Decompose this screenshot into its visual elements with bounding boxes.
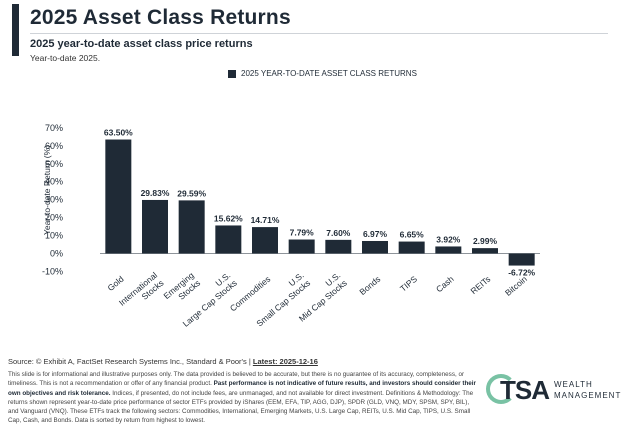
y-tick-label: 10%	[45, 231, 63, 241]
chart-subtitle: 2025 year-to-date asset class price retu…	[30, 38, 253, 50]
x-category-label: REITs	[468, 274, 492, 296]
bar-value-label: 2.99%	[473, 236, 498, 246]
legend-swatch	[228, 69, 236, 78]
x-category-label: Commodities	[228, 274, 272, 314]
bar-value-label: 29.59%	[177, 188, 206, 198]
chart-legend: 2025 YEAR-TO-DATE ASSET CLASS RETURNS	[228, 69, 417, 78]
bar	[362, 240, 388, 254]
y-axis-label: Year-to-date Return (%)	[42, 145, 52, 235]
y-tick-label: 50%	[45, 159, 63, 169]
bar-value-label: 15.62%	[214, 213, 243, 223]
x-category-label: Cash	[434, 274, 456, 295]
chart-description: Year-to-date 2025.	[30, 53, 101, 63]
bar-value-label: 6.65%	[400, 230, 425, 240]
y-tick-label: 60%	[45, 141, 63, 151]
bar-value-label: 63.50%	[104, 128, 133, 138]
tsa-logo: TSA WEALTH MANAGEMENT	[486, 372, 620, 416]
bar-value-label: 6.97%	[363, 229, 388, 239]
bar	[252, 227, 278, 254]
bar-value-label: 14.71%	[251, 215, 280, 225]
disclaimer-text-1: This slide is for informational and illu…	[8, 371, 465, 388]
bar-value-label: 3.92%	[436, 234, 461, 244]
bar-value-label: 29.83%	[141, 188, 170, 198]
x-category-label: Gold	[105, 274, 125, 293]
x-category-label: Bonds	[357, 274, 382, 297]
bar	[142, 199, 168, 254]
bar	[508, 253, 535, 266]
y-tick-label: 0%	[50, 249, 63, 259]
bar	[288, 239, 315, 254]
disclaimer: This slide is for informational and illu…	[8, 370, 476, 426]
disclaimer-text-2: Indices, if presented, do not include fe…	[8, 389, 474, 425]
bar	[325, 239, 352, 254]
bar	[435, 246, 462, 254]
logo-text: TSA	[500, 375, 550, 405]
bar	[472, 248, 498, 254]
x-category-label: EmergingStocks	[161, 270, 202, 309]
bar	[178, 200, 205, 254]
y-tick-label: 30%	[45, 195, 63, 205]
x-category-label: InternationalStocks	[117, 270, 166, 315]
legend-label: 2025 YEAR-TO-DATE ASSET CLASS RETURNS	[241, 69, 417, 78]
bar	[215, 225, 242, 254]
bar-value-label: 7.79%	[290, 228, 315, 238]
source-line: Source: © Exhibit A, FactSet Research Sy…	[8, 357, 318, 366]
x-category-label: TIPS	[398, 274, 419, 294]
title-divider	[30, 33, 608, 34]
bar-value-label: -6.72%	[508, 268, 535, 278]
page-title: 2025 Asset Class Returns	[30, 6, 291, 29]
bar-chart: Year-to-date Return (%) -10% 0% 10% 20% 30% 40…	[42, 123, 540, 329]
y-tick-label: 40%	[45, 177, 63, 187]
bar	[398, 241, 425, 254]
title-accent-bar	[12, 4, 19, 56]
latest-date-link[interactable]: Latest: 2025-12-16	[252, 357, 318, 366]
bar	[105, 139, 132, 254]
y-tick-label: 70%	[45, 123, 63, 133]
source-text: Source: © Exhibit A, FactSet Research Sy…	[8, 357, 251, 366]
logo-ring-icon	[486, 374, 516, 404]
y-tick-label: -10%	[42, 266, 63, 276]
disclaimer-bold: Past performance is not indicative of fu…	[8, 380, 477, 397]
bar-value-label: 7.60%	[326, 228, 351, 238]
y-tick-label: 20%	[45, 213, 63, 223]
logo-subtext-1: WEALTH	[554, 380, 593, 389]
logo-subtext-2: MANAGEMENT	[554, 391, 622, 400]
